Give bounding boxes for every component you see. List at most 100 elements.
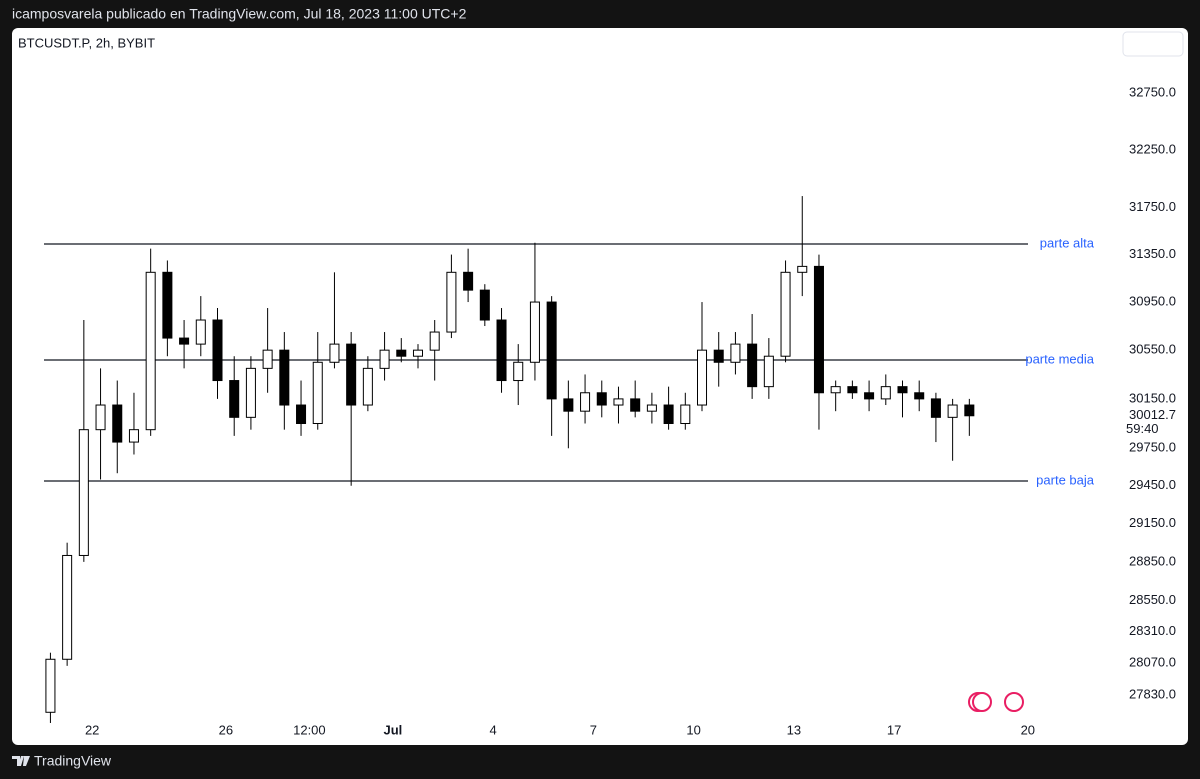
candle bbox=[379, 332, 390, 381]
candle-body bbox=[630, 398, 641, 412]
x-tick-label: 17 bbox=[887, 722, 901, 737]
candle-body bbox=[128, 429, 139, 443]
x-tick-label: 12:00 bbox=[293, 722, 326, 737]
candle-body bbox=[763, 355, 774, 388]
candle-body bbox=[229, 380, 240, 418]
candle bbox=[596, 380, 607, 418]
candle-body bbox=[563, 398, 574, 412]
level-label: parte alta bbox=[1040, 235, 1095, 250]
candle-body bbox=[112, 404, 123, 443]
event-icons bbox=[968, 692, 1024, 712]
y-tick-label: 27830.0 bbox=[1129, 686, 1176, 701]
candle-body bbox=[580, 392, 591, 412]
candle bbox=[663, 386, 674, 430]
candle bbox=[546, 296, 557, 436]
y-tick-label: 31750.0 bbox=[1129, 199, 1176, 214]
candle bbox=[279, 332, 290, 430]
candle bbox=[412, 344, 423, 369]
candle bbox=[613, 386, 624, 424]
candle-body bbox=[813, 265, 824, 394]
candle-body bbox=[947, 404, 958, 418]
event-icon[interactable] bbox=[972, 692, 992, 712]
candle bbox=[396, 338, 407, 363]
candle bbox=[262, 308, 273, 393]
brand-logo bbox=[12, 756, 30, 766]
x-tick-label: 4 bbox=[490, 722, 497, 737]
event-icon[interactable] bbox=[1004, 692, 1024, 712]
candle bbox=[329, 272, 340, 369]
y-tick-label: 29150.0 bbox=[1129, 515, 1176, 530]
candle-body bbox=[329, 343, 340, 363]
candle-body bbox=[195, 319, 206, 345]
candle-body bbox=[78, 429, 89, 556]
candle bbox=[212, 308, 223, 399]
level-label: parte baja bbox=[1036, 472, 1095, 487]
candle-body bbox=[730, 343, 741, 363]
candle bbox=[429, 320, 440, 381]
candle-body bbox=[145, 271, 156, 431]
candle-body bbox=[646, 404, 657, 412]
candle bbox=[697, 302, 708, 412]
candle bbox=[630, 380, 641, 418]
candle-body bbox=[95, 404, 106, 431]
candle bbox=[112, 380, 123, 474]
candle bbox=[580, 374, 591, 424]
chart-panel bbox=[12, 28, 1188, 745]
candle-body bbox=[62, 554, 73, 660]
y-tick-label: 31350.0 bbox=[1129, 246, 1176, 261]
candle bbox=[479, 284, 490, 327]
candle bbox=[797, 196, 808, 297]
candle bbox=[847, 380, 858, 399]
x-tick-label: 13 bbox=[787, 722, 801, 737]
x-tick-label: 7 bbox=[590, 722, 597, 737]
candle bbox=[179, 320, 190, 369]
candle-body bbox=[830, 386, 841, 394]
candle bbox=[529, 242, 540, 381]
candle bbox=[646, 392, 657, 424]
x-tick-label: Jul bbox=[384, 722, 403, 737]
candle-body bbox=[346, 343, 357, 406]
candle bbox=[346, 332, 357, 486]
candle-body bbox=[713, 349, 724, 363]
candle-body bbox=[412, 349, 423, 357]
candle bbox=[128, 392, 139, 455]
candle bbox=[830, 380, 841, 412]
candle bbox=[763, 338, 774, 399]
candle bbox=[730, 332, 741, 375]
toolbar-box[interactable] bbox=[1122, 31, 1184, 57]
candle bbox=[780, 260, 791, 363]
candle-body bbox=[245, 367, 256, 418]
candle-body bbox=[396, 349, 407, 357]
candle-body bbox=[379, 349, 390, 369]
countdown: 59:40 bbox=[1126, 421, 1159, 436]
y-tick-label: 28550.0 bbox=[1129, 592, 1176, 607]
candle bbox=[713, 332, 724, 387]
candle-body bbox=[663, 404, 674, 425]
candle bbox=[312, 332, 323, 430]
candle-body bbox=[162, 271, 173, 339]
candle-body bbox=[312, 361, 323, 425]
candle bbox=[78, 320, 89, 562]
candle bbox=[195, 296, 206, 357]
candle-body bbox=[513, 361, 524, 382]
candle bbox=[229, 356, 240, 436]
candle bbox=[964, 398, 975, 436]
candle bbox=[362, 356, 373, 412]
candle-body bbox=[613, 398, 624, 406]
candle bbox=[446, 254, 457, 339]
candle bbox=[245, 356, 256, 430]
candle-body bbox=[262, 349, 273, 369]
candle-body bbox=[212, 319, 223, 382]
candle bbox=[813, 254, 824, 430]
candle-body bbox=[479, 289, 490, 321]
y-tick-label: 30150.0 bbox=[1129, 390, 1176, 405]
candle bbox=[914, 380, 925, 412]
candle-body bbox=[463, 271, 474, 291]
last-price: 30012.7 bbox=[1129, 407, 1176, 422]
x-tick-label: 20 bbox=[1021, 722, 1035, 737]
candle-body bbox=[529, 301, 540, 363]
candle bbox=[897, 380, 908, 418]
x-tick-label: 10 bbox=[686, 722, 700, 737]
